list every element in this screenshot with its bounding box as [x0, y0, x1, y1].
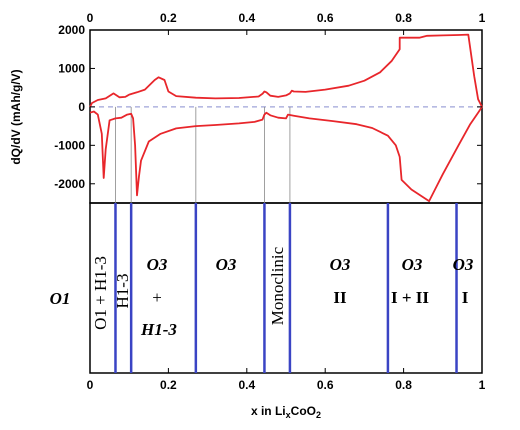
- phase-label-monoclinic: Monoclinic: [268, 246, 287, 325]
- series-line-1: [89, 33, 483, 108]
- phase-label-o3: O3: [216, 255, 237, 274]
- x-tick-label-bottom: 0.8: [395, 378, 412, 392]
- phase-label-h13: H1-3: [113, 274, 132, 309]
- phase-labels: O1 O1 + H1-3 H1-3 O3 + H1-3 O3 Monoclini…: [50, 246, 474, 339]
- phase-label-o1-h13: O1 + H1-3: [91, 256, 110, 330]
- phase-label-o3-ii-bottom: II: [333, 288, 347, 307]
- y-tick-label: 1000: [58, 61, 85, 75]
- series-line-0: [89, 106, 483, 202]
- phase-label-o3-ii-top: O3: [330, 255, 351, 274]
- x-tick-label-top: 0.4: [238, 11, 255, 25]
- x-tick-label-top: 0.6: [317, 11, 334, 25]
- x-tick-label-bottom: 0: [87, 378, 94, 392]
- y-tick-label: -1000: [54, 138, 85, 152]
- y-axis-label: dQ/dV (mAh/g/V): [9, 69, 23, 164]
- phase-label-o3-h13-plus: +: [152, 288, 162, 307]
- y-tick-label: 0: [78, 100, 85, 114]
- x-tick-label-bottom: 0.2: [160, 378, 177, 392]
- phase-label-o3-h13-bottom: H1-3: [140, 320, 177, 339]
- x-tick-label-top: 1: [479, 11, 486, 25]
- phase-label-o3-h13-top: O3: [147, 255, 168, 274]
- x-tick-label-bottom: 0.6: [317, 378, 334, 392]
- phase-label-o3-i-top: O3: [453, 255, 474, 274]
- x-tick-label-top: 0: [87, 11, 94, 25]
- x-tick-label-top: 0.2: [160, 11, 177, 25]
- phase-diagram-frame: [89, 202, 483, 374]
- y-tick-label: 2000: [58, 23, 85, 37]
- x-axis-label: x in LixCoO2: [251, 404, 321, 420]
- phase-label-o1: O1: [50, 289, 71, 308]
- phase-label-o3-i-ii-top: O3: [402, 255, 423, 274]
- y-tick-label: -2000: [54, 177, 85, 191]
- x-tick-label-bottom: 0.4: [238, 378, 255, 392]
- phase-label-o3-i-ii-bottom: I + II: [391, 288, 429, 307]
- phase-label-o3-i-bottom: I: [462, 288, 469, 307]
- x-tick-label-top: 0.8: [395, 11, 412, 25]
- x-tick-label-bottom: 1: [479, 378, 486, 392]
